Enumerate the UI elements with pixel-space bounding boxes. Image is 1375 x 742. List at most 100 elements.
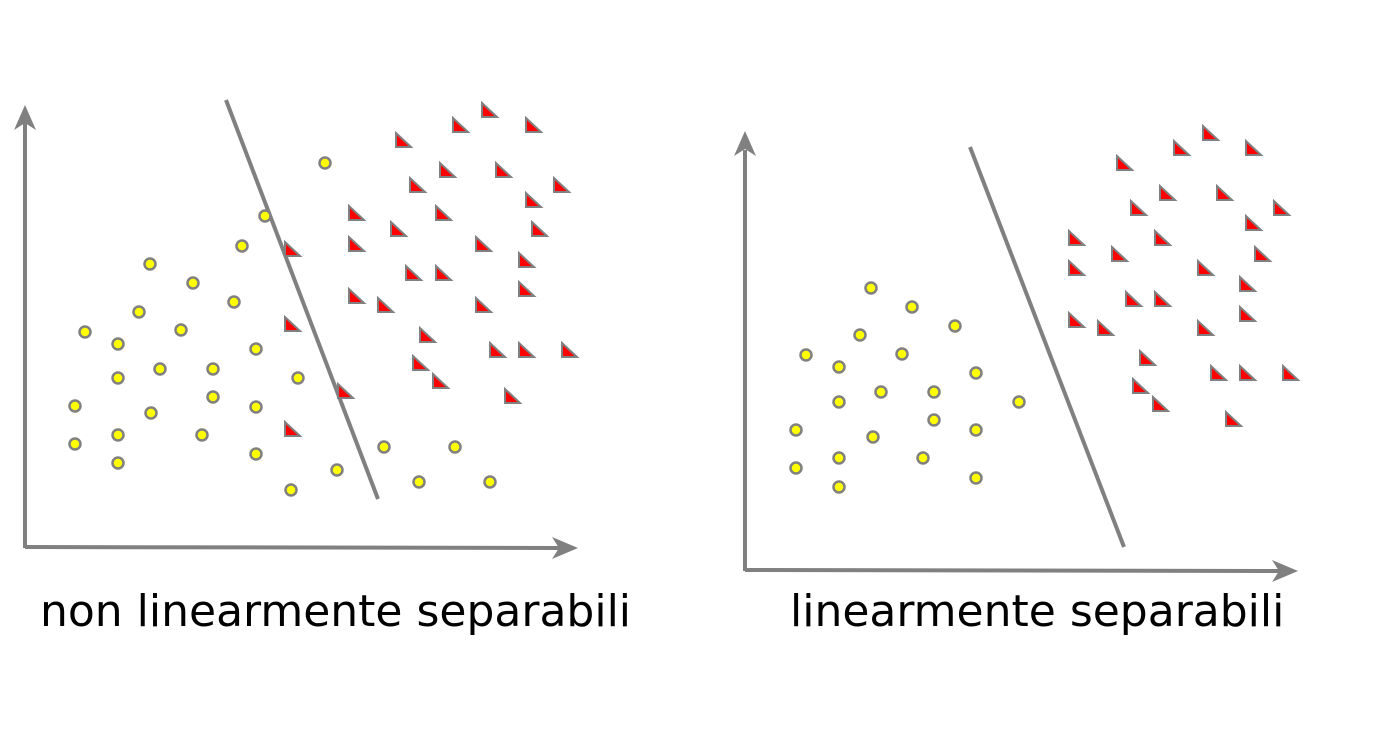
circle-point <box>874 385 888 399</box>
circle-point <box>186 276 200 290</box>
triangle-point <box>1202 123 1221 141</box>
triangle-point <box>1111 244 1130 262</box>
circle-point <box>969 366 983 380</box>
circle-point <box>799 348 813 362</box>
circle-point <box>448 440 462 454</box>
circle-point <box>905 300 919 314</box>
x-axis-arrow-left <box>552 537 578 559</box>
triangle-point <box>475 295 494 313</box>
triangle-point <box>1239 274 1258 292</box>
circle-point <box>111 337 125 351</box>
panel-left <box>14 99 580 559</box>
triangle-point <box>409 175 428 193</box>
circle-point <box>249 447 263 461</box>
circle-point <box>853 328 867 342</box>
triangle-point <box>518 279 537 297</box>
triangle-point <box>1210 363 1229 381</box>
triangle-point <box>1239 304 1258 322</box>
triangle-point <box>412 353 431 371</box>
triangle-point <box>405 263 424 281</box>
triangle-point <box>1068 310 1087 328</box>
circle-point <box>144 406 158 420</box>
triangle-point <box>284 239 303 257</box>
triangle-point <box>390 219 409 237</box>
circle-point <box>111 371 125 385</box>
circle-point <box>948 319 962 333</box>
triangle-point <box>495 160 514 178</box>
triangle-point <box>1068 258 1087 276</box>
circle-point <box>174 323 188 337</box>
circle-point <box>195 428 209 442</box>
triangle-point <box>1132 376 1151 394</box>
circle-point <box>866 430 880 444</box>
triangle-point <box>1159 183 1178 201</box>
circle-point <box>789 461 803 475</box>
triangle-point <box>1152 394 1171 412</box>
triangle-point <box>284 314 303 332</box>
circle-point <box>227 295 241 309</box>
triangle-point <box>481 100 500 118</box>
triangle-point <box>489 340 508 358</box>
triangle-point <box>1154 228 1173 246</box>
triangle-point <box>518 250 537 268</box>
triangle-point <box>1245 213 1264 231</box>
circle-point <box>206 390 220 404</box>
triangle-point <box>1125 289 1144 307</box>
triangle-point <box>348 203 367 221</box>
axes-right <box>734 131 1298 582</box>
circle-point <box>284 483 298 497</box>
caption-left: non linearmente separabili <box>40 586 632 637</box>
triangle-point <box>419 325 438 343</box>
triangle-point <box>518 340 537 358</box>
circle-point <box>78 325 92 339</box>
circle-point <box>206 362 220 376</box>
circle-point <box>916 451 930 465</box>
circle-point <box>377 440 391 454</box>
circle-point <box>291 371 305 385</box>
triangle-point <box>1197 318 1216 336</box>
x-axis-right <box>744 568 1281 573</box>
triangle-point <box>337 381 356 399</box>
triangle-point <box>1139 348 1158 366</box>
circle-point <box>153 362 167 376</box>
triangle-point <box>1254 244 1273 262</box>
triangle-point <box>1239 363 1258 381</box>
triangle-point <box>395 130 414 148</box>
circle-point <box>864 281 878 295</box>
circle-point <box>832 395 846 409</box>
circle-point <box>927 385 941 399</box>
triangle-point <box>475 234 494 252</box>
triangle-point <box>432 371 451 389</box>
triangle-point <box>1116 153 1135 171</box>
circle-point <box>789 423 803 437</box>
circle-point <box>412 475 426 489</box>
triangle-point <box>1225 409 1244 427</box>
triangle-point <box>1216 183 1235 201</box>
x-axis-left <box>24 545 561 550</box>
circle-point <box>111 428 125 442</box>
triangle-point <box>531 219 550 237</box>
circle-point <box>1012 395 1026 409</box>
points-right <box>789 123 1301 494</box>
triangle-point <box>1154 289 1173 307</box>
triangle-point <box>452 115 471 133</box>
points-left <box>68 100 580 497</box>
circle-point <box>68 399 82 413</box>
circle-point <box>895 347 909 361</box>
circle-point <box>258 209 272 223</box>
triangle-point <box>553 175 572 193</box>
triangle-point <box>1282 363 1301 381</box>
triangle-point <box>284 419 303 437</box>
y-axis-arrow-left <box>14 105 36 130</box>
axes-left <box>14 105 578 559</box>
panel-right <box>734 123 1301 582</box>
triangle-point <box>348 234 367 252</box>
triangle-point <box>439 160 458 178</box>
circle-point <box>68 437 82 451</box>
circle-point <box>249 342 263 356</box>
triangle-point <box>435 263 454 281</box>
circle-point <box>111 456 125 470</box>
separator-line-right <box>968 146 1126 548</box>
circle-point <box>832 451 846 465</box>
